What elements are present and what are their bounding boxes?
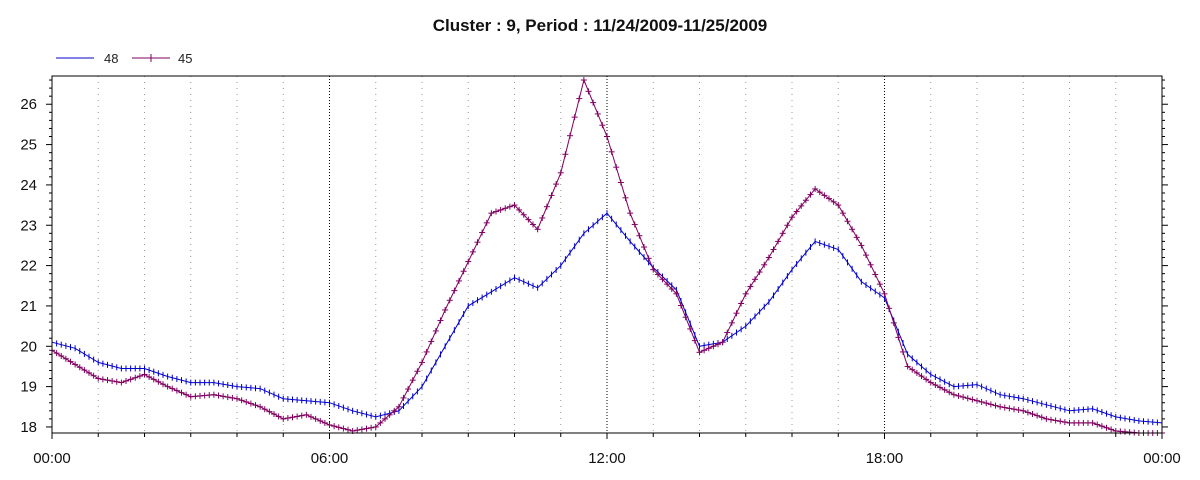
legend: 48 45 bbox=[56, 51, 192, 66]
y-tick-label: 22 bbox=[20, 258, 37, 275]
y-axis: 18 19 20 21 22 23 24 25 26 bbox=[20, 79, 1168, 436]
series-markers-45 bbox=[49, 77, 1165, 436]
x-tick-label: 18:00 bbox=[866, 450, 904, 467]
y-tick-label: 26 bbox=[20, 96, 37, 113]
grid bbox=[97, 76, 1117, 433]
y-tick-label: 24 bbox=[20, 177, 37, 194]
x-tick-label: 06:00 bbox=[311, 450, 349, 467]
series-layer bbox=[49, 77, 1165, 436]
x-tick-label: 00:00 bbox=[1143, 450, 1181, 467]
x-axis: 00:00 06:00 12:00 18:00 00:00 bbox=[33, 433, 1181, 467]
y-tick-label: 19 bbox=[20, 379, 37, 396]
legend-label-45: 45 bbox=[178, 51, 192, 66]
chart-title: Cluster : 9, Period : 11/24/2009-11/25/2… bbox=[433, 16, 768, 35]
y-tick-label: 25 bbox=[20, 137, 37, 154]
x-tick-label: 00:00 bbox=[33, 450, 71, 467]
y-tick-label: 21 bbox=[20, 298, 37, 315]
legend-label-48: 48 bbox=[104, 51, 118, 66]
y-tick-label: 18 bbox=[20, 419, 37, 436]
y-tick-label: 23 bbox=[20, 217, 37, 234]
y-tick-label: 20 bbox=[20, 338, 37, 355]
x-tick-label: 12:00 bbox=[588, 450, 626, 467]
